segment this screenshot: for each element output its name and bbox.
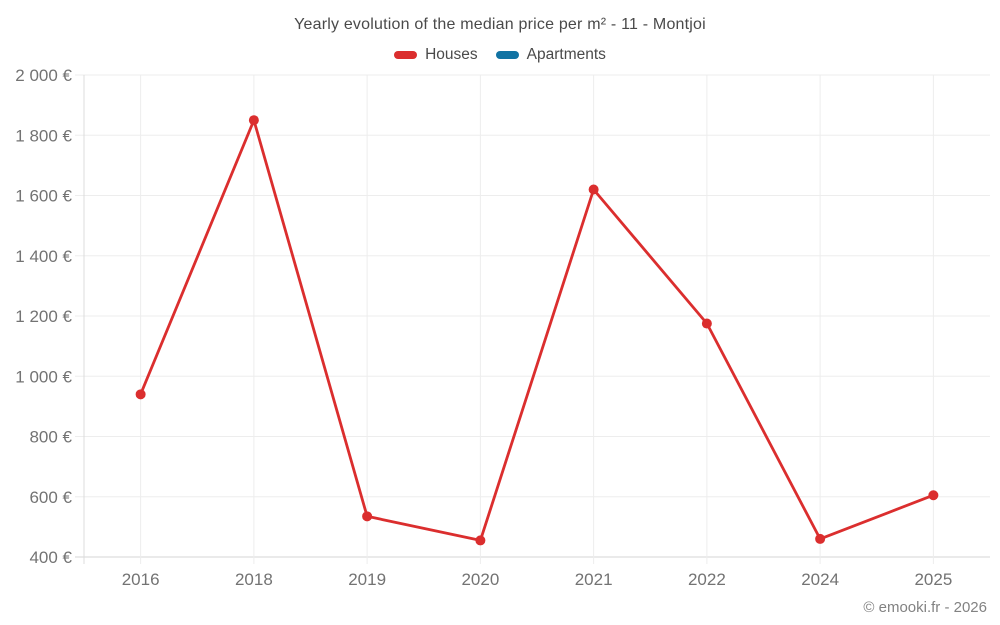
data-point-houses-2018 [248, 115, 259, 126]
y-tick-label: 400 € [29, 548, 72, 567]
data-point-houses-2020 [475, 535, 486, 546]
x-tick-label: 2018 [235, 570, 273, 589]
y-tick-label: 1 400 € [15, 247, 72, 266]
x-tick-label: 2019 [348, 570, 386, 589]
chart-legend: Houses Apartments [0, 46, 1000, 64]
legend-label-houses: Houses [425, 46, 478, 63]
x-tick-label: 2025 [914, 570, 952, 589]
x-tick-label: 2024 [801, 570, 839, 589]
x-tick-label: 2016 [122, 570, 160, 589]
legend-item-apartments[interactable]: Apartments [495, 46, 606, 64]
data-point-houses-2019 [362, 511, 373, 522]
series-line-houses [139, 118, 935, 542]
y-tick-label: 2 000 € [15, 66, 72, 85]
x-tick-label: 2022 [688, 570, 726, 589]
y-tick-label: 1 800 € [15, 126, 72, 145]
x-tick-label: 2021 [575, 570, 613, 589]
y-tick-label: 1 600 € [15, 187, 72, 206]
data-point-houses-2022 [701, 318, 712, 329]
data-point-houses-2024 [815, 533, 826, 544]
y-tick-label: 1 200 € [15, 307, 72, 326]
chart-title: Yearly evolution of the median price per… [294, 16, 706, 33]
credit-text: © emooki.fr - 2026 [863, 599, 987, 616]
y-tick-label: 600 € [29, 488, 72, 507]
y-tick-label: 1 000 € [15, 367, 72, 386]
data-point-houses-2016 [135, 389, 146, 400]
x-tick-label: 2020 [461, 570, 499, 589]
legend-label-apartments: Apartments [526, 46, 606, 63]
data-point-houses-2025 [928, 490, 939, 501]
data-point-houses-2021 [588, 184, 599, 195]
houses-series-swatch-icon [394, 51, 418, 59]
apartments-series-swatch-icon [495, 51, 519, 59]
legend-item-houses[interactable]: Houses [394, 46, 478, 64]
y-tick-label: 800 € [29, 428, 72, 447]
